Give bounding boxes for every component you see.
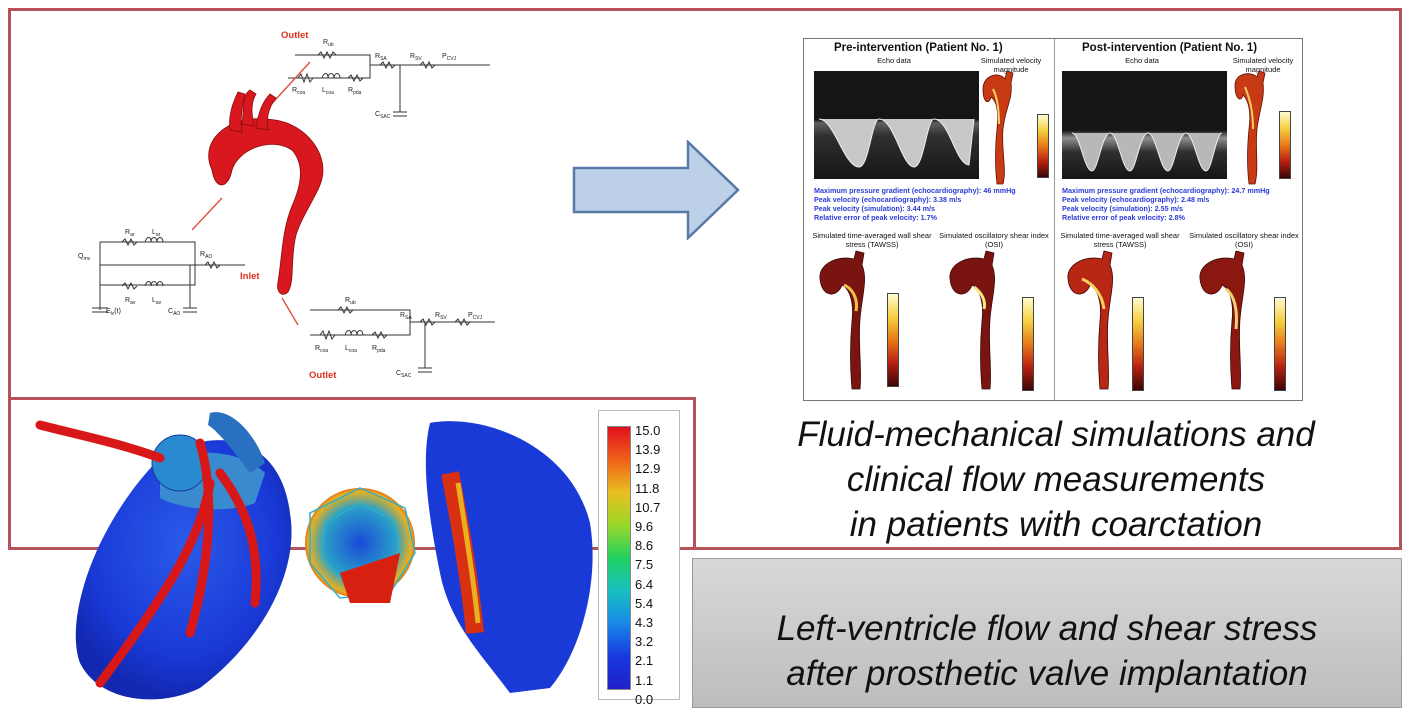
left-ventricle-rendering [35, 412, 593, 700]
pre-echo-label: Echo data [877, 56, 911, 65]
pre-osi-colorbar [1022, 297, 1034, 391]
top-section-frame [8, 8, 1402, 550]
svg-text:RAO: RAO [200, 251, 212, 260]
svg-text:CSAC: CSAC [396, 370, 412, 379]
post-echo-waveform [1071, 132, 1223, 172]
svg-text:Rcoa: Rcoa [315, 345, 328, 354]
post-result-line-1: Maximum pressure gradient (echocardiogra… [1062, 186, 1270, 195]
post-result-line-4: Relative error of peak velocity: 2.8% [1062, 213, 1186, 222]
legend-colorbar [607, 426, 631, 690]
post-osi-colorbar [1274, 297, 1286, 391]
legend-tick: 6.4 [635, 576, 654, 592]
pre-velocity-colorbar [1037, 114, 1049, 178]
pre-tawss-label: Simulated time-averaged wall shear stres… [812, 231, 932, 249]
pre-tawss-vessel [819, 250, 865, 390]
legend-ticks: 15.0 13.9 12.9 11.8 10.7 9.6 8.6 7.5 6.4… [635, 421, 660, 709]
post-result-line-2: Peak velocity (echocardiography): 2.48 m… [1062, 195, 1210, 204]
pre-velocity-vessel [982, 70, 1014, 185]
post-tawss-label: Simulated time-averaged wall shear stres… [1060, 231, 1180, 249]
legend-tick: 11.8 [635, 480, 660, 496]
svg-text:Qmv: Qmv [78, 253, 91, 262]
svg-text:Rub: Rub [345, 297, 356, 306]
legend-tick: 0.0 [635, 691, 654, 707]
svg-text:Rpda: Rpda [372, 345, 386, 354]
svg-text:Rav: Rav [125, 297, 136, 306]
post-sim-label: Simulated velocity magnitude [1232, 56, 1294, 74]
svg-text:RSV: RSV [410, 53, 422, 62]
post-echo-label: Echo data [1125, 56, 1159, 65]
outlet-bottom-label: Outlet [309, 370, 337, 381]
svg-text:Lav: Lav [152, 297, 162, 306]
caption-top-line-1: Fluid-mechanical simulations and [797, 415, 1315, 454]
pre-osi-label: Simulated oscillatory shear index (OSI) [939, 231, 1049, 249]
valve-caption: Left-ventricle flow and shear stress aft… [692, 606, 1402, 696]
pre-osi-vessel [949, 250, 995, 390]
legend-tick: 13.9 [635, 442, 661, 458]
svg-text:RSA: RSA [375, 53, 387, 62]
coarctation-caption: Fluid-mechanical simulations and clinica… [706, 412, 1405, 547]
legend-tick: 8.6 [635, 538, 654, 554]
svg-text:CAO: CAO [168, 308, 180, 317]
svg-text:Rar: Rar [125, 229, 135, 238]
svg-text:RSV: RSV [435, 312, 447, 321]
pre-echo-waveform [818, 118, 975, 168]
post-result-line-3: Peak velocity (simulation): 2.55 m/s [1062, 204, 1184, 213]
pre-tawss-colorbar [887, 293, 899, 387]
legend-tick: 15.0 [635, 423, 661, 438]
post-osi-vessel [1199, 250, 1245, 390]
pre-sim-label: Simulated velocity magnitude [980, 56, 1042, 74]
shear-stress-legend: 15.0 13.9 12.9 11.8 10.7 9.6 8.6 7.5 6.4… [598, 410, 680, 707]
legend-tick: 5.4 [635, 595, 654, 611]
post-tawss-vessel [1067, 250, 1113, 390]
svg-text:CSAC: CSAC [375, 111, 391, 120]
svg-text:Lcoa: Lcoa [322, 87, 334, 96]
legend-tick: 3.2 [635, 634, 654, 650]
post-velocity-colorbar [1279, 111, 1291, 179]
caption-top-line-3: in patients with coarctation [849, 505, 1263, 544]
caption-top-line-2: clinical flow measurements [846, 460, 1266, 499]
svg-text:Lar: Lar [152, 229, 161, 238]
svg-text:Elv(t): Elv(t) [106, 308, 121, 317]
legend-tick: 2.1 [635, 653, 654, 669]
post-velocity-vessel [1234, 70, 1266, 185]
coarctation-results-panel: Pre-intervention (Patient No. 1) Post-in… [803, 38, 1303, 401]
outlet-top-label: Outlet [281, 30, 309, 41]
post-intervention-title: Post-intervention (Patient No. 1) [1082, 42, 1258, 54]
svg-text:Rcoa: Rcoa [292, 87, 305, 96]
frame-vertical-divider [693, 397, 696, 550]
left-panel-divider [8, 397, 696, 400]
pre-result-line-4: Relative error of peak velocity: 1.7% [814, 213, 938, 222]
post-tawss-colorbar [1132, 297, 1144, 391]
caption-bottom-line-1: Left-ventricle flow and shear stress [776, 609, 1318, 648]
svg-text:Rub: Rub [323, 39, 334, 48]
svg-text:Lcoa: Lcoa [345, 345, 357, 354]
svg-text:Rpda: Rpda [348, 87, 362, 96]
legend-tick: 1.1 [635, 672, 654, 688]
legend-tick: 7.5 [635, 557, 654, 573]
legend-tick: 10.7 [635, 499, 661, 515]
pre-intervention-title: Pre-intervention (Patient No. 1) [834, 42, 1003, 54]
svg-text:PCVJ: PCVJ [468, 312, 483, 321]
svg-text:RSA: RSA [400, 312, 412, 321]
svg-text:PCVJ: PCVJ [442, 53, 457, 62]
valve-caption-box [692, 558, 1402, 708]
caption-bottom-line-2: after prosthetic valve implantation [786, 654, 1308, 693]
legend-tick: 9.6 [635, 519, 654, 535]
right-arrow-icon [572, 140, 740, 240]
pre-result-line-2: Peak velocity (echocardiography): 3.38 m… [814, 195, 962, 204]
legend-tick: 4.3 [635, 615, 654, 631]
pre-result-line-1: Maximum pressure gradient (echocardiogra… [814, 186, 1016, 195]
inlet-label: Inlet [240, 271, 260, 282]
pre-result-line-3: Peak velocity (simulation): 3.44 m/s [814, 204, 936, 213]
aorta-circuit-diagram: Rub RSA RSV PCVJ Rcoa Lcoa Rpda CSAC Qmv… [78, 39, 495, 379]
post-osi-label: Simulated oscillatory shear index (OSI) [1189, 231, 1299, 249]
legend-tick: 12.9 [635, 461, 661, 477]
